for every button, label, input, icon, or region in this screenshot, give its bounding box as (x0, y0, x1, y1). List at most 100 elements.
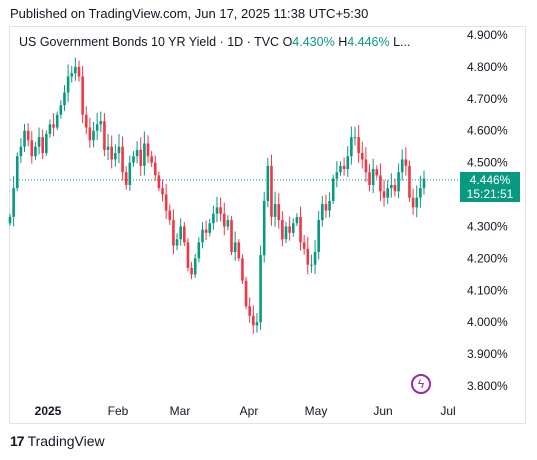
y-tick-label: 4.000% (467, 315, 508, 329)
candle-body (59, 105, 63, 115)
candle-body (357, 137, 360, 154)
candle-body (317, 220, 320, 252)
candle-body (164, 194, 168, 211)
candle-body (252, 315, 255, 326)
candle-body (92, 130, 95, 141)
candle-body (117, 146, 121, 154)
candle-body (106, 146, 110, 150)
candle-body (183, 226, 186, 243)
candle-body (99, 121, 103, 125)
candle-body (143, 143, 146, 166)
candle-body (212, 213, 215, 224)
candle-body (390, 184, 393, 189)
candle-body (186, 242, 190, 268)
candle-body (110, 146, 113, 160)
candle-body (313, 251, 317, 265)
candle-body (248, 306, 251, 316)
candle-body (55, 114, 59, 128)
candle-body (139, 149, 143, 166)
candle-body (23, 130, 26, 147)
candle-body (153, 162, 157, 176)
candle-body (70, 73, 74, 77)
candle-body (114, 153, 117, 160)
chart-legend: US Government Bonds 10 YR Yield · 1D · T… (19, 35, 410, 49)
candle-body (95, 124, 99, 131)
y-tick-label: 4.500% (467, 156, 508, 170)
candle-body (342, 165, 346, 170)
candle-body (77, 66, 81, 77)
candle-body (335, 172, 339, 179)
candle-body (215, 207, 219, 214)
candle-body (52, 124, 55, 128)
candle-body (299, 216, 302, 243)
candle-body (270, 165, 273, 217)
candle-body (353, 137, 357, 139)
lightning-bolt-icon[interactable]: ϟ (411, 374, 431, 394)
candle-body (41, 137, 44, 154)
candle-body (346, 156, 350, 170)
y-tick-label: 4.300% (467, 219, 508, 233)
y-tick-label: 4.100% (467, 283, 508, 297)
x-tick-label: Apr (240, 404, 259, 418)
candle-body (124, 172, 128, 185)
x-tick-label: Mar (170, 404, 191, 418)
y-tick-label: 4.700% (467, 92, 508, 106)
candle-body (291, 223, 295, 233)
candle-body (328, 200, 331, 211)
candle-body (132, 156, 135, 163)
candle-body (81, 76, 84, 115)
candle-body (63, 92, 66, 106)
open-value: 4.430% (292, 35, 335, 49)
candle-body (262, 200, 266, 256)
candle-body (219, 207, 222, 214)
y-tick-label: 4.900% (467, 28, 508, 42)
candle-body (222, 213, 226, 227)
candle-body (121, 146, 124, 173)
candle-body (339, 165, 342, 173)
candle-body (397, 172, 400, 192)
candle-body (386, 188, 389, 198)
candle-body (422, 178, 426, 189)
candle-body (350, 137, 353, 157)
candle-body (302, 242, 306, 249)
brand-name: TradingView (27, 433, 105, 449)
tradingview-logo[interactable]: 17 TradingView (10, 433, 105, 449)
candle-body (190, 267, 193, 275)
candle-body (37, 137, 41, 147)
candle-body (45, 133, 48, 154)
candle-body (266, 165, 270, 201)
x-tick-label: Jul (440, 404, 455, 418)
candle-body (379, 175, 382, 192)
candle-body (168, 210, 172, 221)
open-label: O (282, 35, 293, 49)
candle-body (226, 220, 230, 227)
candle-body (288, 226, 291, 233)
candle-body (230, 220, 233, 252)
candle-body (8, 216, 12, 224)
x-tick-label: Feb (108, 404, 129, 418)
candle-body (237, 242, 241, 259)
candle-body (84, 114, 88, 128)
candle-body (306, 248, 310, 265)
candle-body (255, 322, 259, 326)
candle-body (128, 162, 132, 185)
candle-body (197, 242, 201, 259)
candle-body (12, 188, 15, 217)
candle-body (375, 169, 379, 176)
candle-body (284, 226, 288, 240)
x-tick-label: May (305, 404, 328, 418)
candle-body (135, 149, 139, 157)
candle-body (161, 188, 164, 195)
candle-body (404, 159, 408, 166)
candle-body (400, 159, 404, 173)
candle-body (295, 216, 299, 224)
candle-body (175, 239, 179, 246)
y-tick-label: 4.200% (467, 251, 508, 265)
candle-body (74, 66, 77, 74)
candle-body (19, 146, 23, 157)
candle-body (382, 191, 386, 198)
candle-body (204, 229, 208, 233)
y-tick-label: 4.600% (467, 124, 508, 138)
candle-body (364, 159, 368, 173)
